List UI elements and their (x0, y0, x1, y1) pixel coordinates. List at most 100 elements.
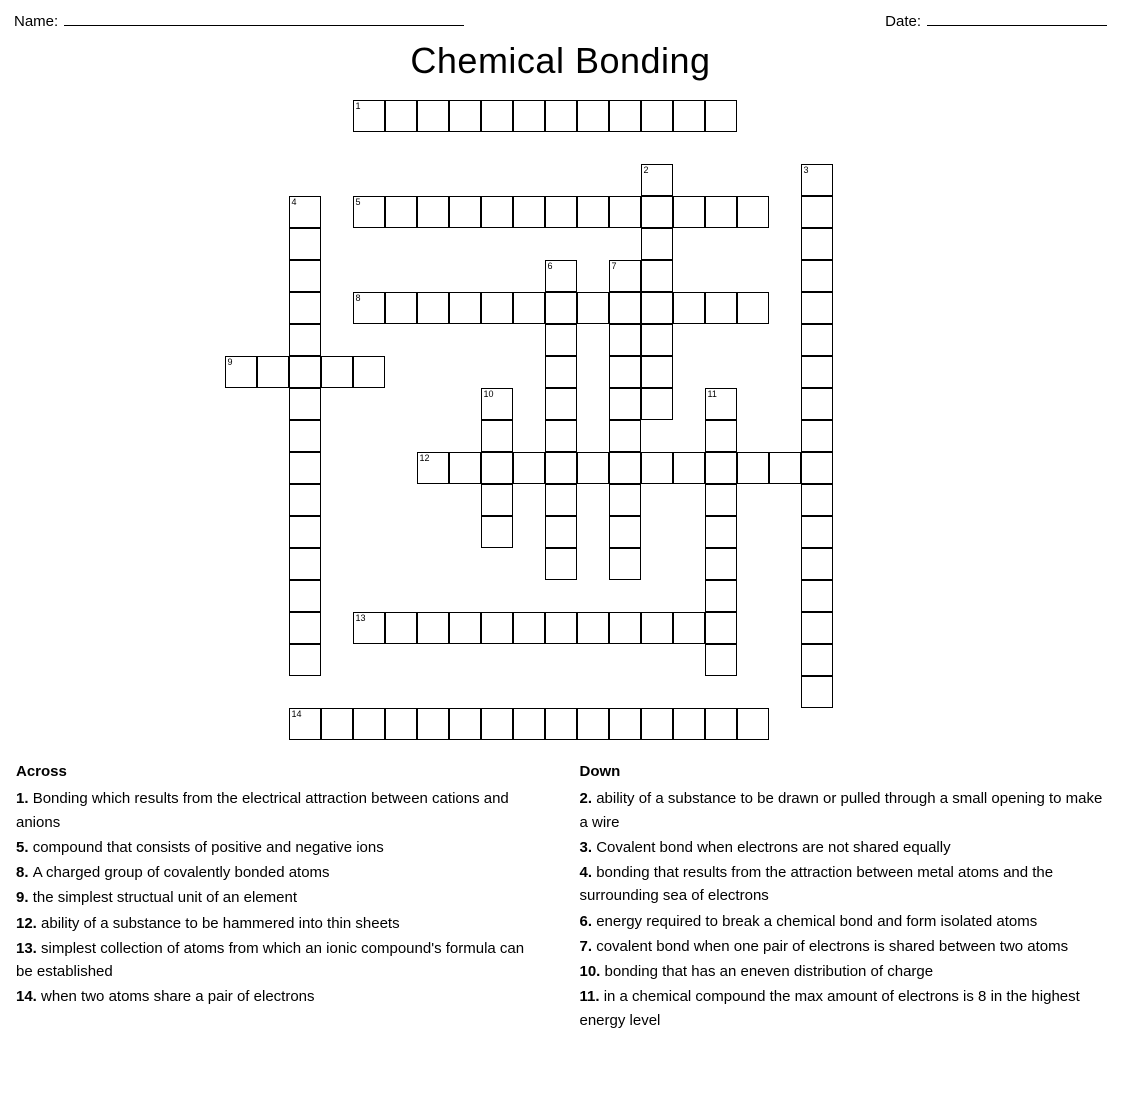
crossword-cell[interactable] (609, 292, 641, 324)
crossword-cell[interactable] (609, 708, 641, 740)
crossword-cell[interactable] (481, 196, 513, 228)
crossword-cell[interactable] (545, 388, 577, 420)
crossword-cell[interactable] (449, 292, 481, 324)
crossword-cell[interactable] (705, 708, 737, 740)
crossword-cell[interactable] (641, 388, 673, 420)
crossword-cell[interactable] (289, 420, 321, 452)
crossword-cell[interactable] (417, 708, 449, 740)
crossword-cell[interactable] (417, 196, 449, 228)
crossword-cell[interactable] (289, 388, 321, 420)
crossword-cell[interactable]: 10 (481, 388, 513, 420)
crossword-cell[interactable] (577, 452, 609, 484)
crossword-cell[interactable] (545, 196, 577, 228)
crossword-cell[interactable] (321, 356, 353, 388)
crossword-cell[interactable] (545, 420, 577, 452)
crossword-cell[interactable] (289, 452, 321, 484)
crossword-cell[interactable] (449, 196, 481, 228)
crossword-cell[interactable] (673, 452, 705, 484)
crossword-cell[interactable] (801, 292, 833, 324)
crossword-cell[interactable]: 14 (289, 708, 321, 740)
crossword-cell[interactable] (801, 484, 833, 516)
crossword-cell[interactable] (641, 356, 673, 388)
crossword-cell[interactable] (609, 516, 641, 548)
crossword-cell[interactable] (289, 324, 321, 356)
crossword-cell[interactable] (673, 100, 705, 132)
crossword-cell[interactable] (673, 292, 705, 324)
crossword-cell[interactable] (609, 452, 641, 484)
crossword-cell[interactable] (609, 612, 641, 644)
crossword-cell[interactable] (641, 452, 673, 484)
crossword-cell[interactable] (385, 292, 417, 324)
crossword-cell[interactable] (609, 324, 641, 356)
crossword-cell[interactable] (801, 644, 833, 676)
crossword-cell[interactable] (481, 612, 513, 644)
crossword-cell[interactable] (321, 708, 353, 740)
crossword-cell[interactable] (545, 612, 577, 644)
crossword-cell[interactable] (737, 196, 769, 228)
crossword-cell[interactable] (513, 292, 545, 324)
crossword-cell[interactable] (289, 260, 321, 292)
crossword-cell[interactable] (449, 452, 481, 484)
crossword-cell[interactable] (417, 612, 449, 644)
crossword-cell[interactable] (385, 196, 417, 228)
crossword-cell[interactable]: 13 (353, 612, 385, 644)
crossword-cell[interactable] (609, 356, 641, 388)
crossword-cell[interactable] (641, 100, 673, 132)
crossword-cell[interactable] (513, 452, 545, 484)
crossword-cell[interactable] (513, 612, 545, 644)
crossword-cell[interactable] (481, 100, 513, 132)
crossword-cell[interactable] (705, 516, 737, 548)
crossword-cell[interactable] (289, 580, 321, 612)
crossword-cell[interactable] (705, 196, 737, 228)
crossword-cell[interactable] (737, 452, 769, 484)
crossword-cell[interactable] (417, 292, 449, 324)
name-blank[interactable] (64, 12, 464, 26)
crossword-cell[interactable] (481, 292, 513, 324)
crossword-cell[interactable]: 2 (641, 164, 673, 196)
crossword-cell[interactable] (801, 548, 833, 580)
crossword-cell[interactable] (801, 516, 833, 548)
crossword-cell[interactable] (545, 292, 577, 324)
crossword-cell[interactable]: 12 (417, 452, 449, 484)
crossword-cell[interactable] (609, 100, 641, 132)
crossword-cell[interactable] (705, 484, 737, 516)
crossword-cell[interactable] (641, 260, 673, 292)
crossword-cell[interactable]: 9 (225, 356, 257, 388)
crossword-cell[interactable] (545, 708, 577, 740)
crossword-cell[interactable] (737, 708, 769, 740)
crossword-cell[interactable] (545, 356, 577, 388)
crossword-cell[interactable] (513, 100, 545, 132)
crossword-cell[interactable]: 8 (353, 292, 385, 324)
crossword-cell[interactable]: 11 (705, 388, 737, 420)
crossword-cell[interactable] (801, 612, 833, 644)
crossword-cell[interactable] (577, 196, 609, 228)
crossword-cell[interactable] (545, 484, 577, 516)
crossword-cell[interactable] (481, 420, 513, 452)
crossword-cell[interactable] (545, 100, 577, 132)
crossword-cell[interactable] (641, 324, 673, 356)
crossword-cell[interactable] (545, 324, 577, 356)
crossword-cell[interactable] (737, 292, 769, 324)
crossword-cell[interactable] (449, 708, 481, 740)
crossword-cell[interactable] (545, 452, 577, 484)
crossword-cell[interactable] (641, 612, 673, 644)
crossword-cell[interactable] (705, 644, 737, 676)
crossword-cell[interactable] (289, 516, 321, 548)
crossword-cell[interactable] (641, 196, 673, 228)
crossword-cell[interactable] (609, 484, 641, 516)
crossword-cell[interactable] (801, 196, 833, 228)
crossword-cell[interactable] (705, 580, 737, 612)
crossword-cell[interactable] (289, 644, 321, 676)
crossword-cell[interactable] (801, 324, 833, 356)
crossword-cell[interactable] (801, 388, 833, 420)
crossword-cell[interactable] (577, 708, 609, 740)
crossword-cell[interactable] (289, 612, 321, 644)
crossword-cell[interactable] (705, 292, 737, 324)
crossword-cell[interactable] (705, 420, 737, 452)
crossword-cell[interactable] (801, 356, 833, 388)
crossword-cell[interactable] (801, 580, 833, 612)
crossword-cell[interactable] (705, 100, 737, 132)
crossword-cell[interactable] (705, 612, 737, 644)
crossword-cell[interactable] (289, 484, 321, 516)
date-blank[interactable] (927, 12, 1107, 26)
